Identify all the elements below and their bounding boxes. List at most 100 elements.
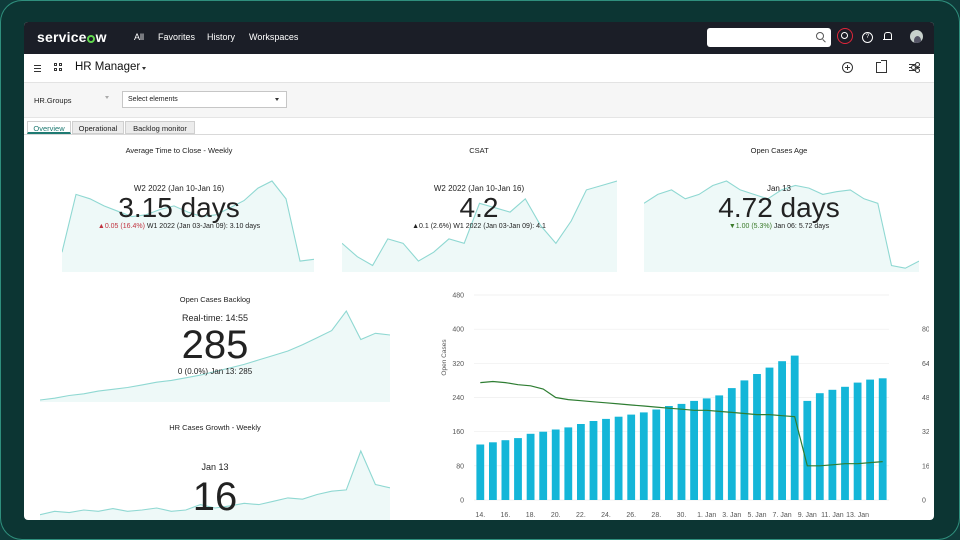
chart-bar (853, 382, 862, 500)
nav-link-history[interactable]: History (207, 32, 236, 42)
sparkline-line (342, 180, 617, 267)
servicenow-logo[interactable]: service w (37, 29, 107, 45)
y-tick-label-left: 240 (452, 395, 464, 402)
widget-delta-row: ▲0.05 (16.4%) W1 2022 (Jan 03-Jan 09): 3… (64, 223, 294, 230)
x-tick-label: 22. (576, 512, 586, 519)
widget-delta: ▲0.05 (16.4%) (97, 223, 145, 230)
x-tick-label: 9. Jan (798, 512, 817, 519)
widget-delta: ▲0.1 (2.6%) (412, 223, 452, 230)
widget-delta: ▼1.00 (5.3%) (728, 223, 772, 230)
app-screen: service w All Favorites History Workspace… (24, 22, 934, 520)
sparkline-line (40, 309, 390, 401)
widget-value: 16 (192, 475, 238, 519)
tab-backlog-monitor[interactable]: Backlog monitor (125, 121, 195, 134)
x-tick-label: 14. (475, 512, 485, 519)
chart-bar (828, 389, 837, 500)
chart-bar (815, 393, 824, 500)
chart-bar (627, 414, 636, 500)
sparkline-area (342, 181, 617, 272)
sparkline-line (40, 449, 390, 516)
sparkline-line (644, 180, 919, 269)
nav-link-all[interactable]: All (134, 32, 145, 42)
widget-title: Open Cases Age (750, 146, 808, 155)
user-avatar[interactable] (910, 30, 923, 43)
widget-title: HR Cases Growth - Weekly (169, 423, 261, 432)
sparkline-line (62, 180, 314, 262)
x-tick-label: 28. (651, 512, 661, 519)
add-widget-icon[interactable] (842, 62, 853, 73)
top-navigation: service w All Favorites History Workspace… (24, 22, 934, 54)
chart-line-series (480, 380, 883, 467)
chart-bar (526, 433, 535, 500)
nav-link-favorites[interactable]: Favorites (158, 32, 196, 42)
x-tick-label: 16. (501, 512, 511, 519)
search-icon[interactable] (816, 32, 824, 40)
widget-period: W2 2022 (Jan 10-Jan 16) (433, 184, 525, 193)
sparkline-area (62, 181, 314, 272)
widget-period: Real-time: 14:55 (181, 313, 249, 323)
x-tick-label: 1. Jan (697, 512, 716, 519)
chart-bar (803, 400, 812, 500)
chart-bar (790, 355, 799, 500)
widget-value: 3.15 days (118, 192, 240, 223)
menu-icon[interactable] (34, 65, 41, 72)
chevron-down-icon (275, 98, 279, 101)
globe-icon[interactable] (837, 28, 853, 44)
share-icon[interactable] (876, 60, 887, 73)
x-tick-label: 24. (601, 512, 611, 519)
y-tick-label-left: 320 (452, 361, 464, 368)
chart-bar (614, 416, 623, 500)
chart-bar (539, 431, 548, 500)
x-tick-label: 13. Jan (846, 512, 869, 519)
widget-delta-row: ▼1.00 (5.3%) Jan 06: 5.72 days (664, 223, 894, 230)
dashboard-toolbar: HR Manager (24, 54, 934, 83)
tab-operational[interactable]: Operational (72, 121, 124, 134)
chart-bar (702, 398, 711, 500)
widget-title: Average Time to Close - Weekly (125, 146, 233, 155)
x-tick-label: 3. Jan (722, 512, 741, 519)
chevron-down-icon[interactable] (142, 67, 146, 70)
chart-bar (564, 427, 573, 500)
widget-delta: 0 (0.0%) (177, 367, 209, 376)
global-search-input[interactable] (707, 28, 831, 47)
x-tick-label: 30. (677, 512, 687, 519)
y-tick-label-right: 32 (922, 429, 929, 436)
chart-bar (589, 421, 598, 500)
chart-bar (551, 429, 560, 500)
select-elements-dropdown[interactable]: Select elements (122, 91, 287, 108)
y-tick-label-left: 160 (452, 429, 464, 436)
dashboard-title[interactable]: HR Manager (75, 61, 141, 73)
widget-compare: Jan 13: 285 (210, 367, 253, 376)
tab-divider (24, 134, 934, 135)
chart-bar (489, 442, 497, 500)
notification-bell-icon[interactable] (883, 32, 892, 40)
open-cases-backlog-sparkline (40, 309, 390, 402)
y-tick-label-right: 16 (922, 463, 929, 470)
widget-period: Jan 13 (201, 462, 229, 472)
chart-bar (476, 444, 485, 500)
chart-bar (514, 438, 522, 500)
group-filter-label[interactable]: HR.Groups (34, 96, 72, 105)
group-filter-chevron-icon[interactable] (105, 96, 109, 99)
nav-link-workspaces[interactable]: Workspaces (249, 32, 299, 42)
y-tick-label-left: 80 (456, 463, 464, 470)
chart-bar (690, 400, 698, 500)
filter-sliders-icon[interactable] (909, 62, 920, 73)
select-elements-placeholder: Select elements (128, 96, 178, 103)
x-tick-label: 11. Jan (821, 512, 844, 519)
y-tick-label-left: 480 (452, 293, 464, 300)
chart-bar (715, 395, 724, 500)
dashboard-grid-icon[interactable] (54, 63, 62, 71)
y-tick-label-right: 0 (922, 498, 926, 505)
tab-overview[interactable]: Overview (27, 121, 71, 134)
widget-title: Open Cases Backlog (179, 295, 251, 304)
sparkline-area (644, 181, 919, 272)
hr-cases-growth-sparkline (40, 449, 390, 520)
y-tick-label-right: 48 (922, 395, 929, 402)
help-icon[interactable]: ? (862, 32, 873, 43)
widget-compare: W1 2022 (Jan 03-Jan 09): 3.10 days (146, 223, 261, 230)
filter-bar: HR.Groups Select elements (24, 83, 934, 118)
x-tick-label: 7. Jan (773, 512, 792, 519)
y-tick-label-right: 80 (922, 327, 929, 334)
chart-bar (652, 409, 661, 500)
